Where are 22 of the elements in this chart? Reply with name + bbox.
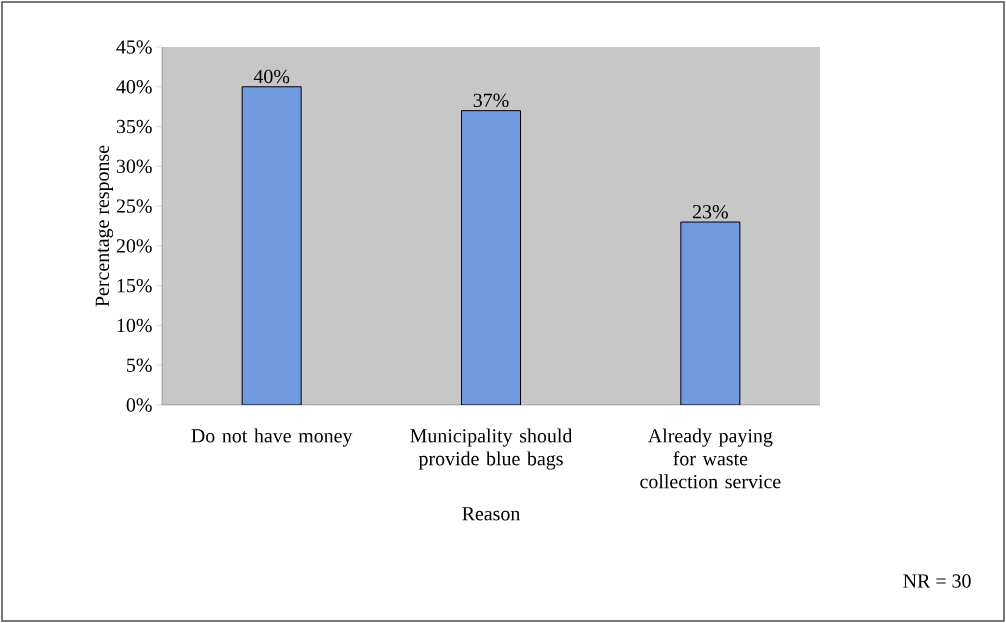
text: NR = 30 [903,574,971,588]
bar [241,86,302,405]
bar [680,221,741,405]
bar [461,110,521,405]
data-label: 37% [473,93,509,108]
x-tick-label: Already paying for waste collection service [640,428,781,489]
y-tick-label: 5% [127,358,152,372]
y-tick-label: 20% [116,239,152,253]
data-label: 23% [692,204,728,219]
x-tick-label: Municipality should provide blue bags [410,428,573,470]
data-label: 40% [253,69,290,84]
y-tick-label: 45% [116,40,152,54]
x-tick-label: Do not have money [191,428,353,447]
y-tick-label: 35% [116,119,152,134]
y-tick-label: 15% [117,278,152,293]
y-axis-title: Percentage response [95,145,114,307]
y-tick-label: 10% [117,318,152,333]
y-tick-label: 30% [116,159,152,174]
x-axis-title: Reason [462,507,521,521]
y-tick-label: 40% [116,80,152,94]
y-tick-label: 25% [116,199,152,213]
y-tick-label: 0% [126,398,152,412]
